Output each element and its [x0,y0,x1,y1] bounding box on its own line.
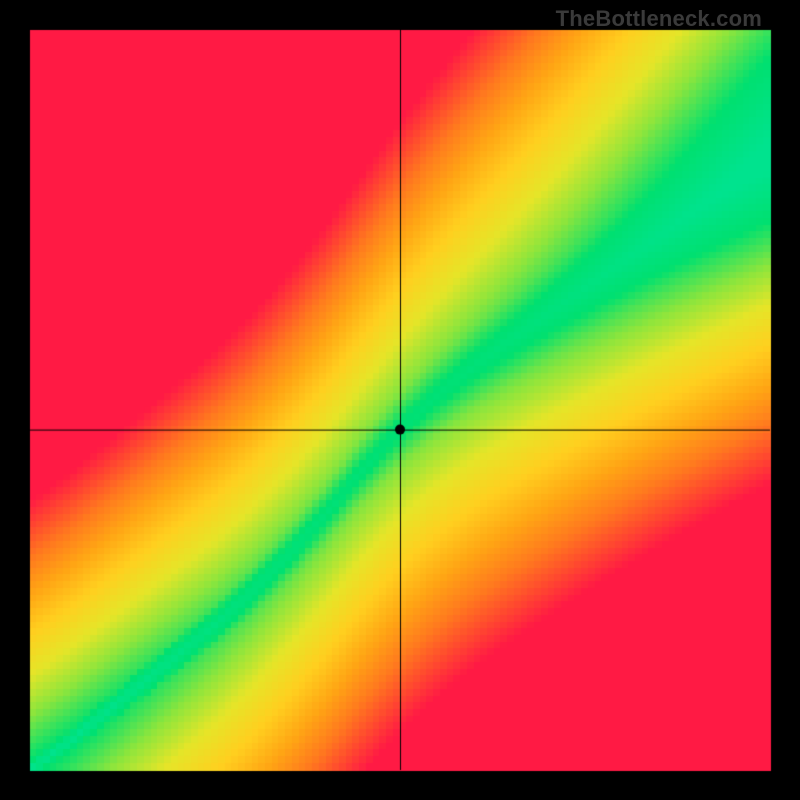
bottleneck-heatmap [0,0,800,800]
watermark-text: TheBottleneck.com [556,6,762,32]
chart-frame: { "watermark": { "text": "TheBottleneck.… [0,0,800,800]
